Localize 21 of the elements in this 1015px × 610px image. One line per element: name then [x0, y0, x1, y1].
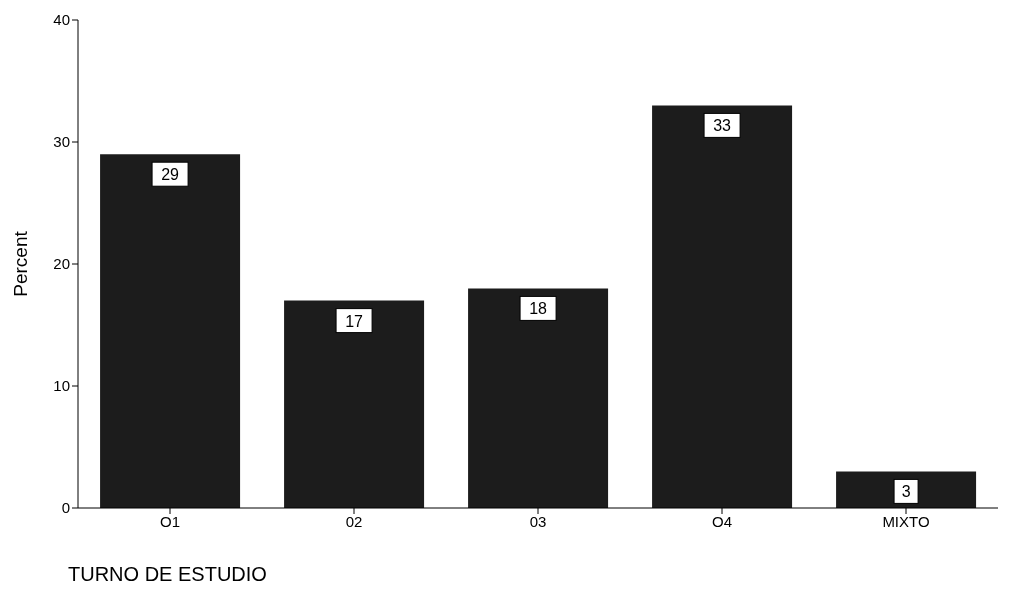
bar [284, 300, 425, 508]
x-tick-label: O1 [159, 512, 181, 530]
y-tick-label: 0 [61, 499, 70, 517]
y-tick-label: 40 [53, 11, 70, 29]
x-tick-label: 03 [529, 512, 547, 530]
data-label: 17 [345, 312, 364, 330]
x-tick-label: O4 [711, 512, 733, 530]
bar [652, 105, 793, 508]
bar [100, 154, 241, 508]
bar [468, 288, 609, 508]
data-label: 29 [161, 166, 180, 184]
x-tick-label: MIXTO [882, 512, 930, 530]
x-axis-title: TURNO DE ESTUDIO [68, 563, 267, 586]
x-tick-label: 02 [345, 512, 363, 530]
y-tick-label: 30 [53, 133, 70, 151]
data-label: 18 [529, 300, 548, 318]
y-tick-label: 20 [53, 255, 70, 273]
data-label: 33 [713, 117, 732, 135]
y-axis-title: Percent [9, 230, 31, 297]
data-label: 3 [901, 483, 911, 501]
y-tick-label: 10 [53, 377, 70, 395]
